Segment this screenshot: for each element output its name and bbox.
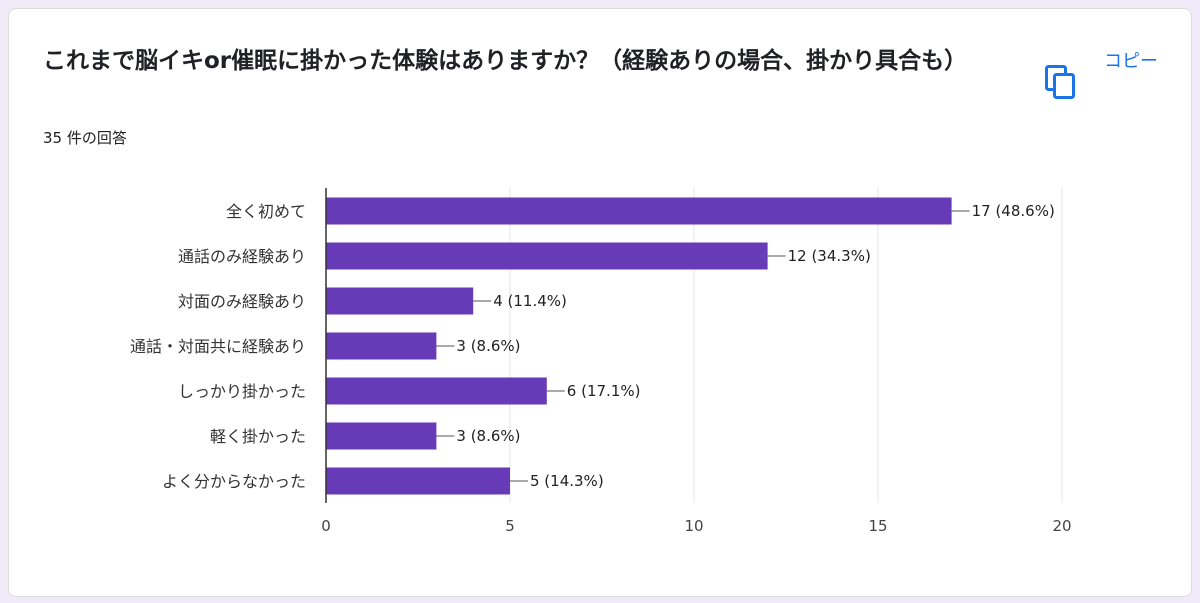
data-label: 3 (8.6%) [456,337,520,355]
category-label: よく分からなかった [162,472,306,491]
data-label: 6 (17.1%) [567,382,641,400]
response-count: 35 件の回答 [43,129,127,147]
bar [326,242,768,270]
data-label: 12 (34.3%) [788,247,871,265]
bar [326,197,952,225]
x-tick-label: 20 [1052,517,1071,535]
category-label: 通話のみ経験あり [178,247,306,266]
category-label: 全く初めて [226,202,306,221]
bar [326,422,437,450]
bar [326,287,474,315]
chart-card: これまで脳イキor催眠に掛かった体験はありますか？（経験ありの場合、掛かり具合も… [8,8,1192,597]
x-tick-label: 10 [684,517,703,535]
data-label: 5 (14.3%) [530,472,604,490]
data-label: 17 (48.6%) [972,202,1055,220]
x-tick-label: 5 [505,517,515,535]
data-label: 4 (11.4%) [493,292,567,310]
category-label: 対面のみ経験あり [178,292,306,311]
category-label: しっかり掛かった [178,382,306,401]
category-label: 通話・対面共に経験あり [130,337,306,356]
copy-button-label: コピー [1104,51,1158,72]
question-title: これまで脳イキor催眠に掛かった体験はありますか？（経験ありの場合、掛かり具合も… [43,48,968,74]
copy-button[interactable]: コピー [1039,45,1169,125]
category-label: 軽く掛かった [210,427,306,446]
bar [326,467,510,495]
copy-icon [1045,65,1075,99]
bar [326,377,547,405]
x-tick-label: 15 [868,517,887,535]
bar [326,332,437,360]
x-tick-label: 0 [321,517,331,535]
data-label: 3 (8.6%) [456,427,520,445]
